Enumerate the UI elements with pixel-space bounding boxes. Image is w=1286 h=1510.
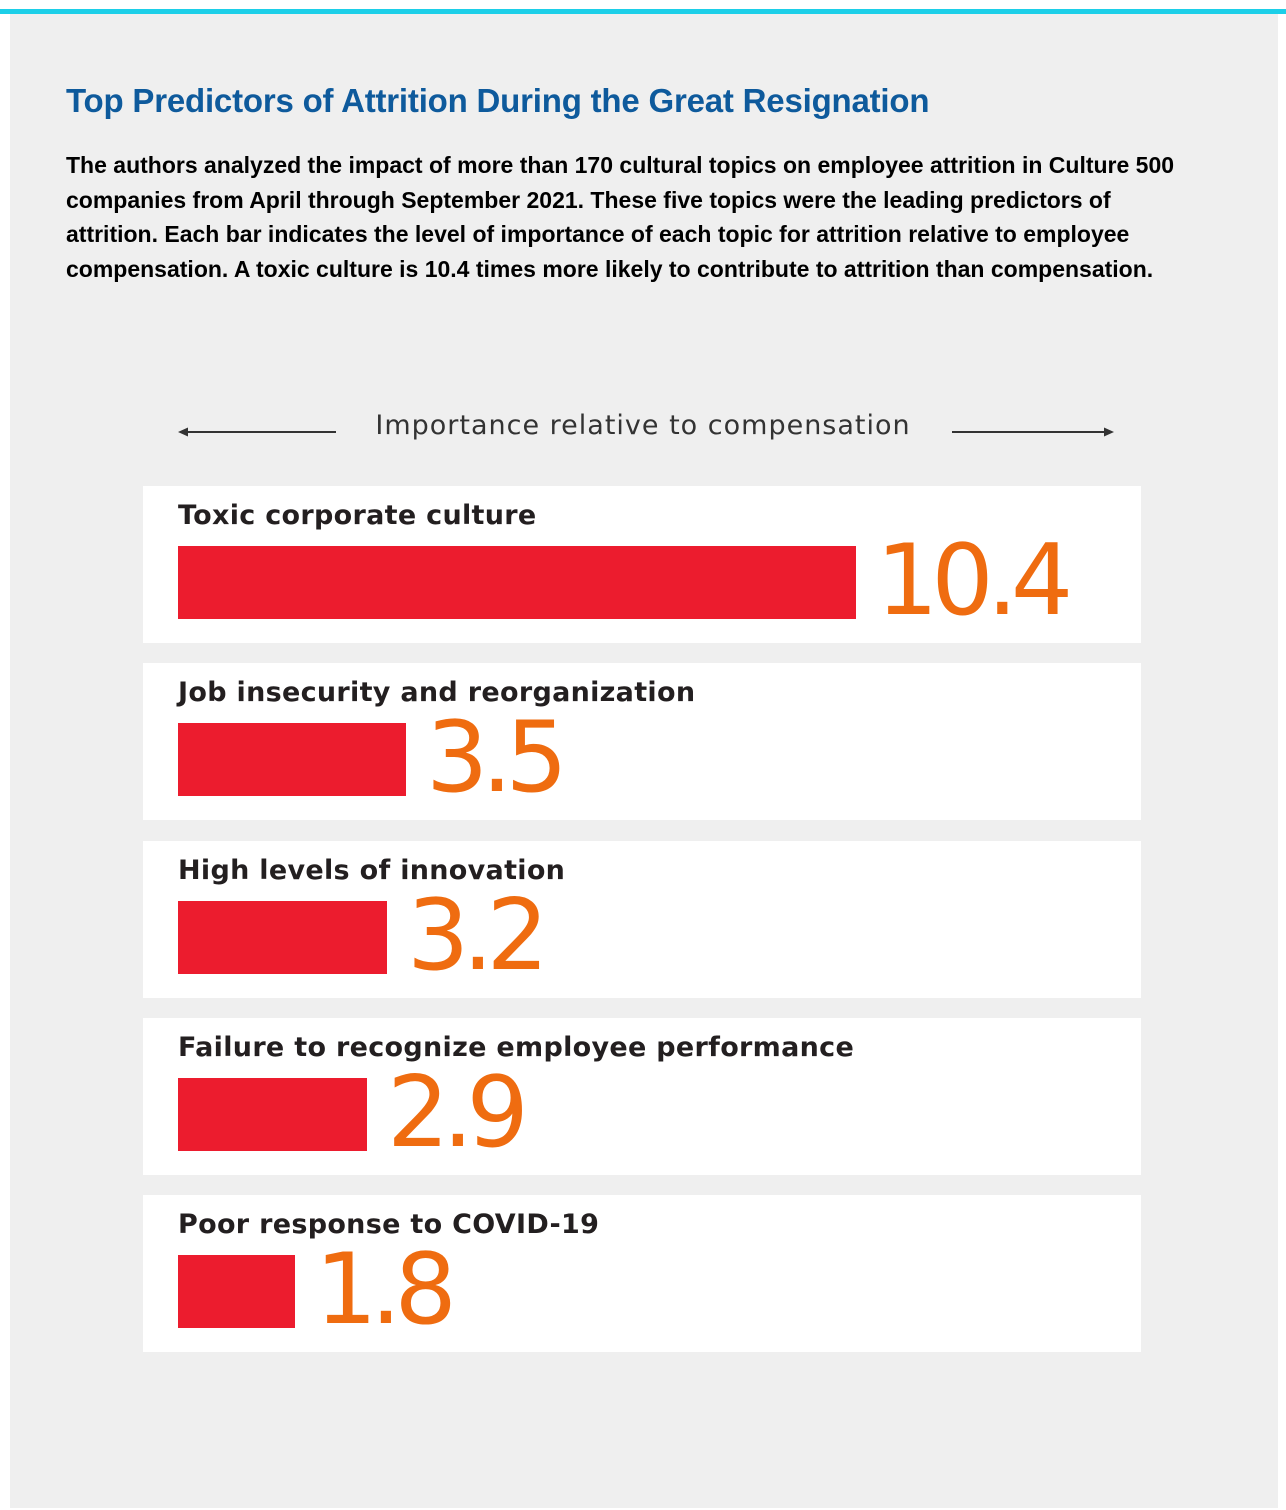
chart-description: The authors analyzed the impact of more … xyxy=(66,152,1175,282)
bar xyxy=(178,1255,295,1328)
bar-card: High levels of innovation 3.2 xyxy=(143,841,1141,998)
accent-line xyxy=(0,9,1286,14)
bar-label: Toxic corporate culture xyxy=(178,500,537,531)
bar-value-label: 2.9 xyxy=(387,1056,529,1170)
arrow-right-icon xyxy=(950,423,1115,441)
bar xyxy=(178,901,387,974)
bar-label: Poor response to COVID-19 xyxy=(178,1209,600,1240)
bar-card: Job insecurity and reorganization 3.5 xyxy=(143,663,1141,820)
bar-label: High levels of innovation xyxy=(178,855,566,886)
bar xyxy=(178,723,406,796)
bar-value-label: 1.8 xyxy=(315,1233,457,1347)
bar-label: Job insecurity and reorganization xyxy=(178,677,696,708)
bar-value-label: 3.5 xyxy=(426,701,568,815)
chart-title: Top Predictors of Attrition During the G… xyxy=(66,82,930,119)
bar-card: Poor response to COVID-19 1.8 xyxy=(143,1195,1141,1352)
bar xyxy=(178,546,856,619)
bar-label: Failure to recognize employee performanc… xyxy=(178,1032,855,1063)
bar-value-label: 10.4 xyxy=(876,524,1073,638)
bar-card: Failure to recognize employee performanc… xyxy=(143,1018,1141,1175)
arrow-left-icon xyxy=(178,423,340,441)
bar-value-label: 3.2 xyxy=(407,879,549,993)
axis-label: Importance relative to compensation xyxy=(375,410,911,441)
bar xyxy=(178,1078,367,1151)
bar-card: Toxic corporate culture 10.4 xyxy=(143,486,1141,643)
